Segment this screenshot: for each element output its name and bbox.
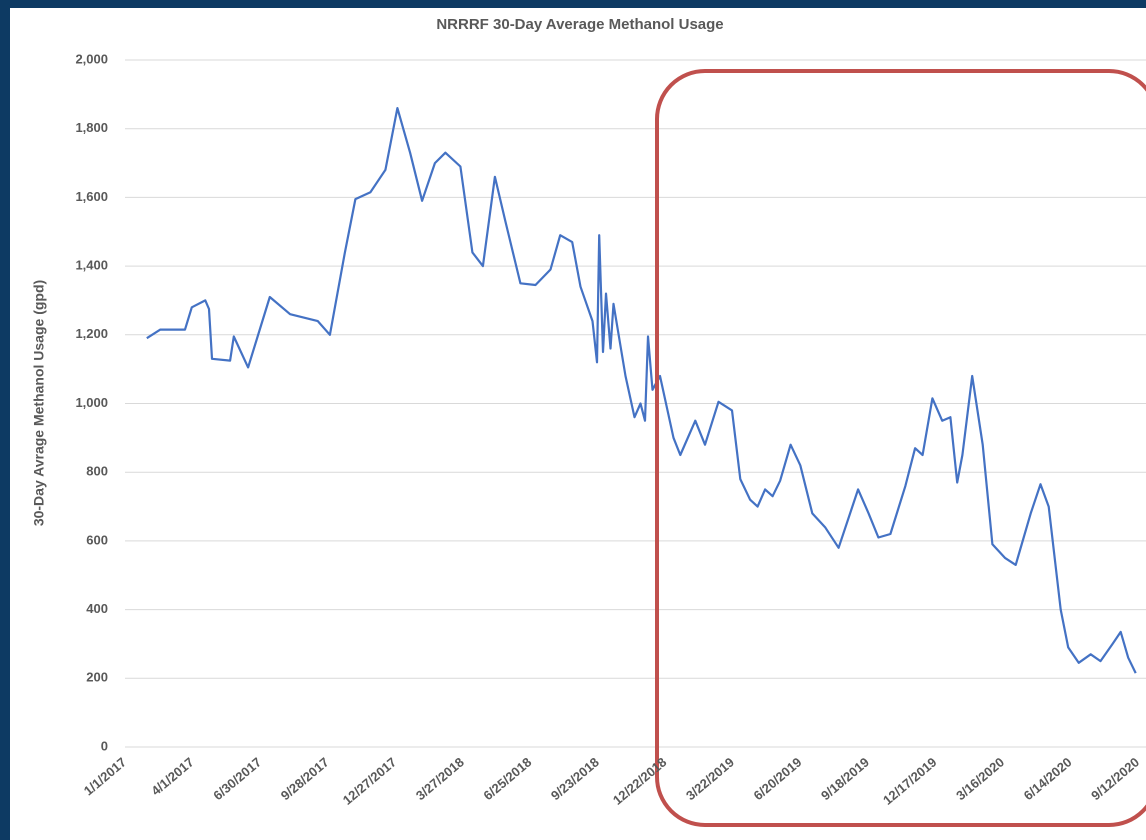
chart-title: NRRRF 30-Day Average Methanol Usage bbox=[436, 16, 723, 33]
chart-area bbox=[10, 8, 1146, 840]
y-tick-label: 2,000 bbox=[75, 51, 108, 66]
y-tick-label: 1,200 bbox=[75, 326, 108, 341]
y-tick-label: 1,600 bbox=[75, 189, 108, 204]
y-tick-label: 200 bbox=[86, 670, 108, 685]
highlight-box bbox=[655, 69, 1146, 827]
y-tick-label: 1,000 bbox=[75, 395, 108, 410]
y-tick-label: 1,800 bbox=[75, 120, 108, 135]
y-tick-label: 1,400 bbox=[75, 258, 108, 273]
y-axis-label: 30-Day Avrage Methanol Usage (gpd) bbox=[31, 280, 47, 526]
y-tick-label: 600 bbox=[86, 532, 108, 547]
y-tick-label: 0 bbox=[101, 738, 108, 753]
y-tick-label: 400 bbox=[86, 601, 108, 616]
y-tick-label: 800 bbox=[86, 464, 108, 479]
